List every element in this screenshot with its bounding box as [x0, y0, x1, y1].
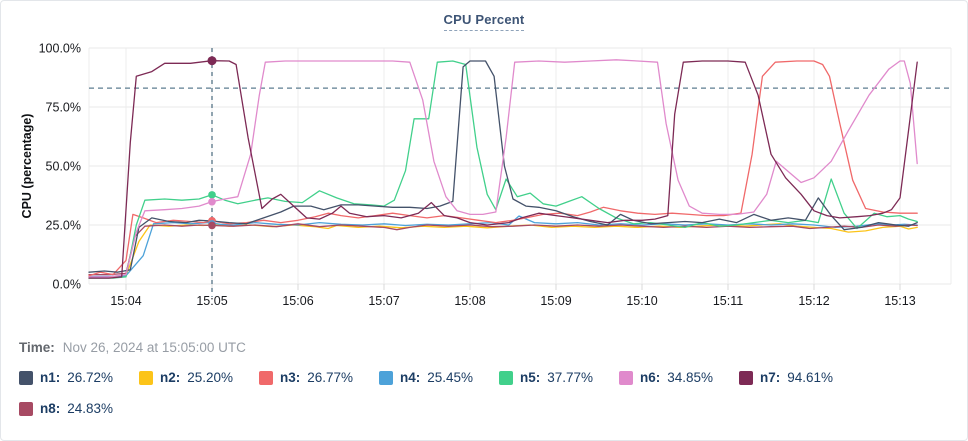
x-tick-label: 15:13: [884, 294, 915, 308]
y-axis-title: CPU (percentage): [20, 114, 34, 219]
legend-series-name: n2:: [160, 370, 181, 385]
legend-item-n1[interactable]: n1: 26.72%: [19, 370, 139, 385]
series-line-n5: [88, 60, 918, 279]
legend-item-n7[interactable]: n7: 94.61%: [739, 370, 859, 385]
legend-series-value: 94.61%: [787, 370, 834, 385]
y-tick-label: 50.0%: [46, 160, 81, 174]
legend-swatch-n8: [19, 401, 33, 416]
legend-series-value: 37.77%: [547, 370, 594, 385]
series-line-n2: [88, 223, 918, 278]
legend-series-value: 34.85%: [667, 370, 714, 385]
legend-series-name: n8:: [40, 401, 61, 416]
legend-series-name: n1:: [40, 370, 61, 385]
cursor-dot-n6: [208, 197, 216, 206]
legend-series-name: n7:: [760, 370, 781, 385]
series-line-n3: [88, 60, 918, 277]
legend-item-n6[interactable]: n6: 34.85%: [619, 370, 739, 385]
legend-swatch-n5: [499, 370, 513, 385]
legend-item-n4[interactable]: n4: 25.45%: [379, 370, 499, 385]
legend-series-value: 25.20%: [187, 370, 234, 385]
legend-series-value: 26.77%: [307, 370, 354, 385]
series-line-n8: [88, 223, 918, 276]
x-tick-label: 15:05: [196, 294, 227, 308]
x-tick-label: 15:12: [798, 294, 829, 308]
chart-area[interactable]: 100.0% 75.0% 50.0% 25.0% 0.0% 15:04 15:05 15:06…: [1, 39, 968, 311]
cursor-dot-n7: [207, 56, 217, 66]
legend-swatch-n2: [139, 370, 153, 385]
y-tick-label: 75.0%: [46, 101, 81, 115]
y-tick-label: 100.0%: [39, 42, 81, 56]
cursor-dot-n8: [208, 221, 216, 230]
x-tick-label: 15:08: [454, 294, 485, 308]
legend-swatch-n6: [619, 370, 633, 385]
legend-swatch-n4: [379, 370, 393, 385]
time-label: Time:: [19, 340, 55, 355]
x-tick-label: 15:10: [626, 294, 657, 308]
legend-swatch-n7: [739, 370, 753, 385]
y-tick-label: 0.0%: [53, 278, 82, 292]
cursor-time-row: Time: Nov 26, 2024 at 15:05:00 UTC: [19, 340, 246, 355]
legend-series-value: 25.45%: [427, 370, 474, 385]
y-tick-label: 25.0%: [46, 219, 81, 233]
chart-title: CPU Percent: [443, 12, 525, 31]
x-tick-label: 15:06: [282, 294, 313, 308]
series-line-n6: [88, 59, 918, 278]
legend-series-value: 26.72%: [67, 370, 114, 385]
legend-series-value: 24.83%: [67, 401, 114, 416]
legend-series-name: n4:: [400, 370, 421, 385]
legend: n1: 26.72% n2: 25.20% n3: 26.77% n4: 25.…: [19, 370, 949, 416]
series-line-n1: [88, 60, 918, 273]
legend-item-n5[interactable]: n5: 37.77%: [499, 370, 619, 385]
cursor-dot-n5: [208, 191, 216, 199]
x-tick-label: 15:07: [368, 294, 399, 308]
legend-item-n3[interactable]: n3: 26.77%: [259, 370, 379, 385]
cpu-chart[interactable]: 100.0% 75.0% 50.0% 25.0% 0.0% 15:04 15:05 15:06…: [1, 39, 968, 311]
x-tick-label: 15:11: [713, 294, 743, 308]
x-tick-label: 15:04: [110, 294, 141, 308]
legend-series-name: n3:: [280, 370, 301, 385]
chart-title-row: CPU Percent: [1, 11, 967, 31]
x-tick-label: 15:09: [540, 294, 571, 308]
legend-swatch-n1: [19, 370, 33, 385]
legend-series-name: n5:: [520, 370, 541, 385]
legend-item-n8[interactable]: n8: 24.83%: [19, 401, 139, 416]
legend-swatch-n3: [259, 370, 273, 385]
legend-series-name: n6:: [640, 370, 661, 385]
series-line-n7: [88, 60, 918, 279]
time-value: Nov 26, 2024 at 15:05:00 UTC: [62, 340, 246, 355]
legend-item-n2[interactable]: n2: 25.20%: [139, 370, 259, 385]
